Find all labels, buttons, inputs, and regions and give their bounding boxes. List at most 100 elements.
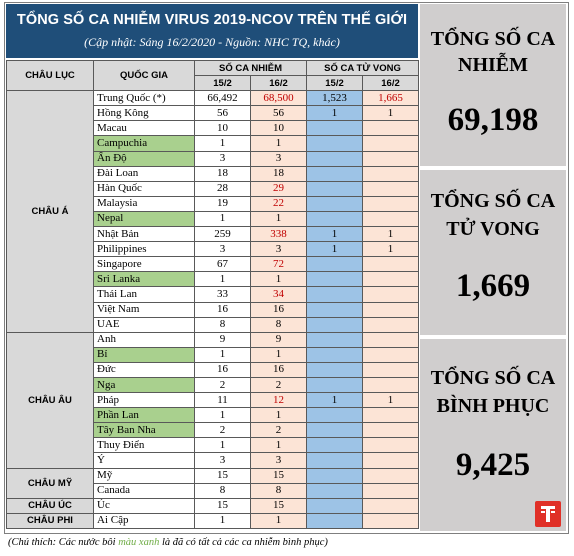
cases-16-cell: 1: [249, 512, 308, 529]
cases-16-cell: 8: [249, 316, 308, 333]
cases-16-cell: 1: [249, 437, 308, 454]
country-cell: Canada: [93, 482, 195, 499]
cases-15-cell: 16: [194, 301, 251, 318]
table-row: Việt Nam 16 16: [7, 301, 420, 318]
footnote-highlight: màu xanh: [118, 537, 160, 548]
country-cell: Nepal: [93, 210, 195, 228]
deaths-16-cell: [362, 376, 420, 394]
deaths-15-cell: [306, 407, 364, 424]
cases-16-cell: 16: [249, 301, 308, 318]
deaths-15-cell: [306, 422, 364, 439]
total-cases-value: 69,198: [447, 102, 539, 138]
deaths-15-cell: [306, 497, 364, 514]
deaths-15-cell: [306, 376, 364, 394]
header-continent: CHÂU LỤC: [6, 59, 94, 92]
table-row: CHÂU ÂU Anh 9 9: [6, 331, 420, 469]
table-row: Nga 2 2: [7, 376, 420, 394]
deaths-16-cell: 1,665: [362, 90, 420, 107]
cases-15-cell: 259: [194, 226, 251, 243]
country-cell: Singapore: [93, 256, 195, 273]
deaths-15-cell: [306, 271, 364, 288]
footnote-suffix: là đã có tất cả các ca nhiễm bình phục): [159, 537, 328, 548]
cases-15-cell: 1: [194, 135, 251, 152]
deaths-15-cell: 1: [306, 241, 364, 258]
deaths-16-cell: [362, 467, 420, 484]
country-cell: Việt Nam: [93, 301, 195, 318]
table-row: Pháp 11 12 1 1: [7, 392, 420, 409]
total-recovered-box: TỔNG SỐ CA BÌNH PHỤC 9,425: [420, 339, 566, 531]
deaths-15-cell: [306, 482, 364, 499]
cases-16-cell: 15: [249, 497, 308, 514]
deaths-15-cell: [306, 195, 364, 212]
deaths-16-cell: 1: [362, 392, 420, 409]
cases-16-cell: 34: [249, 286, 308, 303]
table-row: Canada 8 8: [7, 482, 420, 499]
country-cell: Ý: [93, 452, 195, 469]
cases-15-cell: 3: [194, 150, 251, 167]
table-row: Ấn Độ 3 3: [7, 150, 420, 167]
total-deaths-value: 1,669: [455, 268, 531, 304]
deaths-16-cell: [362, 120, 420, 137]
deaths-16-cell: [362, 482, 420, 499]
page-subtitle: (Cập nhật: Sáng 16/2/2020 - Nguồn: NHC T…: [84, 35, 340, 49]
cases-15-cell: 33: [194, 286, 251, 303]
cases-15-cell: 19: [194, 195, 251, 212]
cases-16-cell: 1: [249, 407, 308, 424]
deaths-15-cell: [306, 512, 364, 529]
header-banner: TỔNG SỐ CA NHIỄM VIRUS 2019-NCOV TRÊN TH…: [6, 4, 418, 58]
deaths-16-cell: [362, 135, 420, 152]
deaths-15-cell: 1,523: [306, 90, 364, 107]
header-date-cases-15: 15/2: [194, 75, 251, 92]
table-row: Đức 16 16: [7, 361, 420, 378]
country-cell: Thuy Điển: [93, 437, 195, 454]
table-body: CHÂU Á Trung Quốc (*) 66,492 68,500 1,523 1,6…: [6, 90, 420, 529]
deaths-16-cell: [362, 316, 420, 333]
cases-16-cell: 8: [249, 482, 308, 499]
deaths-16-cell: [362, 301, 420, 318]
deaths-15-cell: [306, 467, 364, 484]
country-cell: Anh: [93, 331, 195, 348]
cases-15-cell: 67: [194, 256, 251, 273]
cases-16-cell: 1: [249, 210, 308, 228]
infographic-frame: [4, 2, 569, 534]
continent-cell: CHÂU ÚC: [6, 497, 94, 514]
continent-cell: CHÂU PHI: [6, 512, 94, 529]
table-row: Macau 10 10: [7, 120, 420, 137]
deaths-15-cell: 1: [306, 105, 364, 122]
cases-15-cell: 1: [194, 512, 251, 529]
deaths-16-cell: [362, 407, 420, 424]
table-row: Campuchia 1 1: [7, 135, 420, 152]
deaths-15-cell: [306, 301, 364, 318]
cases-16-cell: 18: [249, 165, 308, 182]
total-recovered-value: 9,425: [455, 447, 531, 483]
header-date-cases-16: 16/2: [249, 75, 308, 92]
country-cell: Hồng Kông: [93, 105, 195, 122]
cases-16-cell: 9: [249, 331, 308, 348]
country-cell: Hàn Quốc: [93, 180, 195, 197]
deaths-16-cell: [362, 437, 420, 454]
deaths-16-cell: 1: [362, 105, 420, 122]
country-cell: Trung Quốc (*): [93, 90, 195, 107]
newspaper-logo-icon: [535, 501, 561, 527]
deaths-16-cell: 1: [362, 226, 420, 243]
header-date-deaths-15: 15/2: [306, 75, 364, 92]
cases-16-cell: 2: [249, 422, 308, 439]
cases-16-cell: 3: [249, 150, 308, 167]
cases-15-cell: 8: [194, 316, 251, 333]
deaths-15-cell: [306, 256, 364, 273]
deaths-16-cell: [362, 256, 420, 273]
cases-16-cell: 2: [249, 376, 308, 394]
cases-15-cell: 2: [194, 422, 251, 439]
country-cell: Philippines: [93, 241, 195, 258]
total-recovered-label-line1: TỔNG SỐ CA: [430, 367, 556, 389]
header-date-deaths-16: 16/2: [362, 75, 420, 92]
deaths-15-cell: 1: [306, 392, 364, 409]
cases-15-cell: 15: [194, 467, 251, 484]
country-cell: Pháp: [93, 392, 195, 409]
deaths-16-cell: [362, 210, 420, 228]
table-row: Philippines 3 3 1 1: [7, 241, 420, 258]
deaths-15-cell: [306, 180, 364, 197]
total-recovered-label-line2: BÌNH PHỤC: [436, 395, 550, 417]
table-row: Nepal 1 1: [7, 210, 420, 228]
country-cell: Ai Cập: [93, 512, 195, 529]
